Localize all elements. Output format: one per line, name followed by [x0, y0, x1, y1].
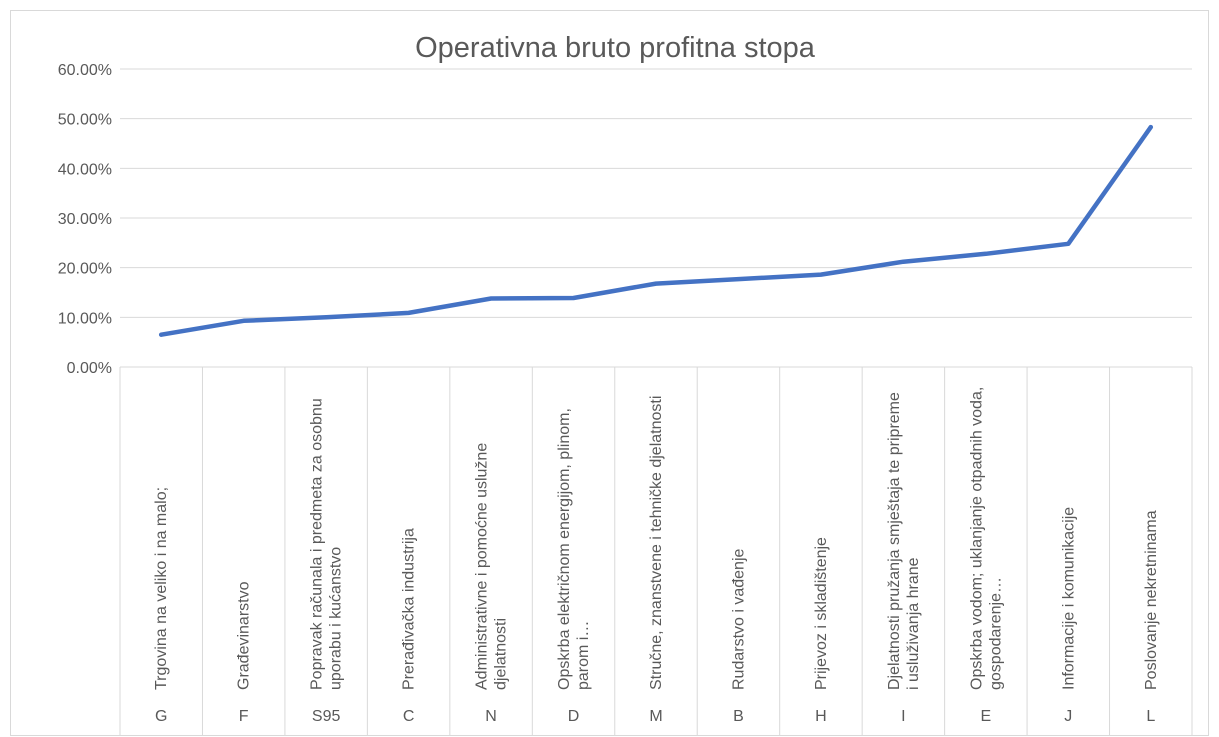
category-label: Prijevoz i skladištenje	[813, 537, 830, 690]
category-code: D	[568, 708, 580, 725]
category-code: J	[1064, 708, 1072, 725]
category-label-group: Prerađivačka industrija	[401, 528, 418, 690]
category-label: Informacije i komunikacije	[1060, 507, 1077, 690]
category-label: Prerađivačka industrija	[401, 528, 418, 690]
category-label-group: Informacije i komunikacije	[1060, 507, 1077, 690]
chart-title: Operativna bruto profitna stopa	[415, 32, 816, 64]
category-label: Popravak računala i predmeta za osobnu up…	[309, 398, 345, 690]
category-code: N	[485, 708, 497, 725]
category-code: C	[403, 708, 415, 725]
category-label-group: Poslovanje nekretninama	[1143, 510, 1160, 690]
category-label-group: Djelatnosti pružanja smještaja te pripre…	[886, 392, 922, 690]
category-label-group: Rudarstvo i vađenje	[730, 548, 747, 690]
y-tick-label: 40.00%	[58, 161, 112, 178]
category-code: L	[1146, 708, 1155, 725]
y-tick-label: 0.00%	[67, 360, 112, 377]
category-code: F	[239, 708, 249, 725]
y-tick-label: 10.00%	[58, 310, 112, 327]
category-label-group: Opskrba vodom; uklanjanje otpadnih voda,…	[968, 387, 1004, 690]
category-label: Rudarstvo i vađenje	[730, 548, 747, 690]
category-code: S95	[312, 708, 341, 725]
category-label: Opskrba električnom energijom, plinom, pa…	[556, 408, 592, 690]
y-tick-label: 30.00%	[58, 211, 112, 228]
y-tick-label: 50.00%	[58, 112, 112, 129]
category-code: G	[155, 708, 167, 725]
category-label-group: Administrativne i pomoćne uslužne djelatn…	[474, 443, 510, 690]
category-label-group: Prijevoz i skladištenje	[813, 537, 830, 690]
category-label-group: Građevinarstvo	[236, 581, 253, 690]
category-label-group: Trgovina na veliko i na malo;	[153, 487, 170, 690]
category-label: Trgovina na veliko i na malo;	[153, 487, 170, 690]
category-label-group: Popravak računala i predmeta za osobnu up…	[309, 398, 345, 690]
category-label: Djelatnosti pružanja smještaja te pripre…	[886, 392, 922, 690]
category-code: I	[901, 708, 905, 725]
category-label: Administrativne i pomoćne uslužne djelatn…	[474, 443, 510, 690]
category-label: Stručne, znanstvene i tehničke djelatnos…	[648, 396, 665, 690]
category-label-group: Opskrba električnom energijom, plinom, pa…	[556, 408, 592, 690]
chart-border	[10, 10, 1209, 736]
data-line	[158, 124, 1154, 337]
category-code: B	[733, 708, 744, 725]
y-tick-label: 60.00%	[58, 62, 112, 79]
category-code: H	[815, 708, 827, 725]
category-label: Građevinarstvo	[236, 581, 253, 690]
category-code: M	[649, 708, 662, 725]
category-label: Opskrba vodom; uklanjanje otpadnih voda,…	[968, 387, 1004, 690]
category-label: Poslovanje nekretninama	[1143, 510, 1160, 690]
y-tick-label: 20.00%	[58, 261, 112, 278]
category-code: E	[981, 708, 992, 725]
category-label-group: Stručne, znanstvene i tehničke djelatnos…	[648, 396, 665, 690]
